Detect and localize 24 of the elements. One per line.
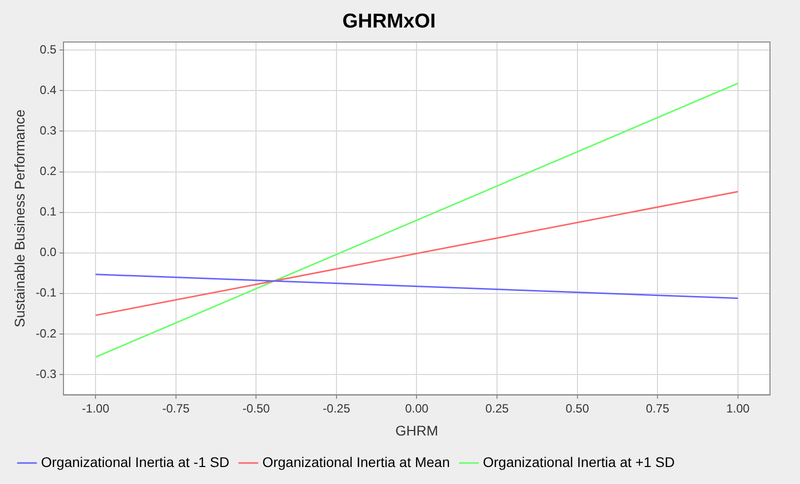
- legend-label: Organizational Inertia at +1 SD: [482, 454, 675, 470]
- y-tick-label: -0.1: [36, 286, 57, 300]
- x-tick-label: 0.00: [405, 401, 429, 416]
- x-tick-label: -1.00: [82, 401, 110, 416]
- y-axis-title: Sustainable Business Performance: [11, 109, 28, 328]
- y-tick-label: 0.4: [40, 82, 57, 97]
- y-tick-label: 0.5: [40, 42, 57, 56]
- x-tick-label: -0.75: [162, 401, 190, 416]
- x-tick-label: -0.50: [242, 401, 270, 416]
- x-axis-title: GHRM: [395, 422, 438, 438]
- x-tick-label: -0.25: [322, 401, 350, 416]
- legend-label: Organizational Inertia at Mean: [262, 454, 450, 470]
- y-tick-label: 0.1: [40, 204, 57, 219]
- x-tick-label: 0.75: [646, 401, 670, 416]
- x-tick-label: 1.00: [726, 401, 750, 416]
- y-tick-label: -0.3: [36, 366, 57, 381]
- y-tick-label: 0.3: [40, 124, 57, 138]
- x-tick-label: 0.50: [566, 401, 590, 416]
- legend-label: Organizational Inertia at -1 SD: [41, 454, 230, 470]
- y-tick-label: 0.0: [40, 245, 57, 260]
- y-tick-label: -0.2: [36, 326, 57, 340]
- chart-title: GHRMxOI: [342, 10, 436, 33]
- x-tick-label: 0.25: [485, 401, 510, 416]
- y-tick-label: 0.2: [40, 164, 57, 178]
